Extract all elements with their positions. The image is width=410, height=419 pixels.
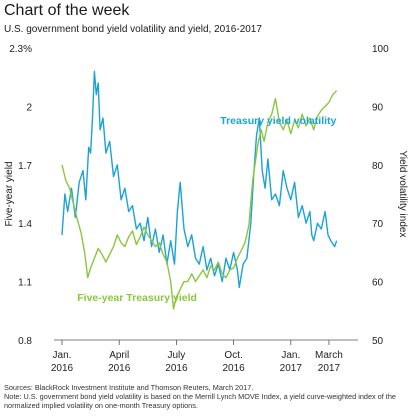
x-tick-year-label: 2017 <box>280 363 303 374</box>
right-tick-label: 50 <box>372 336 384 347</box>
x-tick-year-label: 2016 <box>222 363 245 374</box>
left-tick-label: 2 <box>26 102 32 113</box>
right-tick-label: 80 <box>372 161 384 172</box>
x-tick-month-label: April <box>109 350 129 361</box>
left-axis-title: Five-year yield <box>4 161 15 226</box>
x-tick-year-label: 2016 <box>108 363 131 374</box>
labels-layer: 0.8 1.1 1.4 1.7 2 2.3% 50 60 70 80 90 100 Jan. 2016 Ap… <box>4 44 408 374</box>
page-title: Chart of the week <box>4 2 130 19</box>
yield-series-line <box>61 90 338 310</box>
right-axis-title: Yield volatility index <box>397 151 408 238</box>
volatility-series-line <box>61 70 338 289</box>
left-tick-label: 1.1 <box>18 278 32 289</box>
right-tick-label: 70 <box>372 219 384 230</box>
yield-series-label: Five-year Treasury yield <box>77 292 197 304</box>
x-tick-year-label: 2017 <box>318 363 341 374</box>
left-tick-label: 0.8 <box>18 336 32 347</box>
x-tick-month-label: March <box>315 350 343 361</box>
sources-note: Sources: BlackRock Investment Institute … <box>4 383 254 392</box>
left-tick-label: 1.7 <box>18 161 32 172</box>
left-tick-label: 1.4 <box>18 219 32 230</box>
left-tick-label: 2.3% <box>9 44 32 55</box>
methodology-note-line-1: Note: U.S. government bond yield volatil… <box>4 392 396 401</box>
x-tick-month-label: Jan. <box>281 350 300 361</box>
x-tick-month-label: July <box>168 350 186 361</box>
x-tick-year-label: 2016 <box>51 363 74 374</box>
axes-layer <box>54 339 358 345</box>
right-tick-label: 60 <box>372 278 384 289</box>
right-tick-label: 90 <box>372 102 384 113</box>
x-tick-month-label: Oct. <box>224 350 242 361</box>
right-tick-label: 100 <box>372 44 389 55</box>
x-tick-month-label: Jan. <box>53 350 72 361</box>
chart-subtitle: U.S. government bond yield volatility an… <box>4 24 262 35</box>
volatility-series-label: Treasury yield volatility <box>220 115 336 127</box>
series-layer <box>61 70 338 310</box>
x-tick-year-label: 2016 <box>165 363 188 374</box>
methodology-note-line-2: normalized implied volatility on one-mon… <box>4 401 198 410</box>
